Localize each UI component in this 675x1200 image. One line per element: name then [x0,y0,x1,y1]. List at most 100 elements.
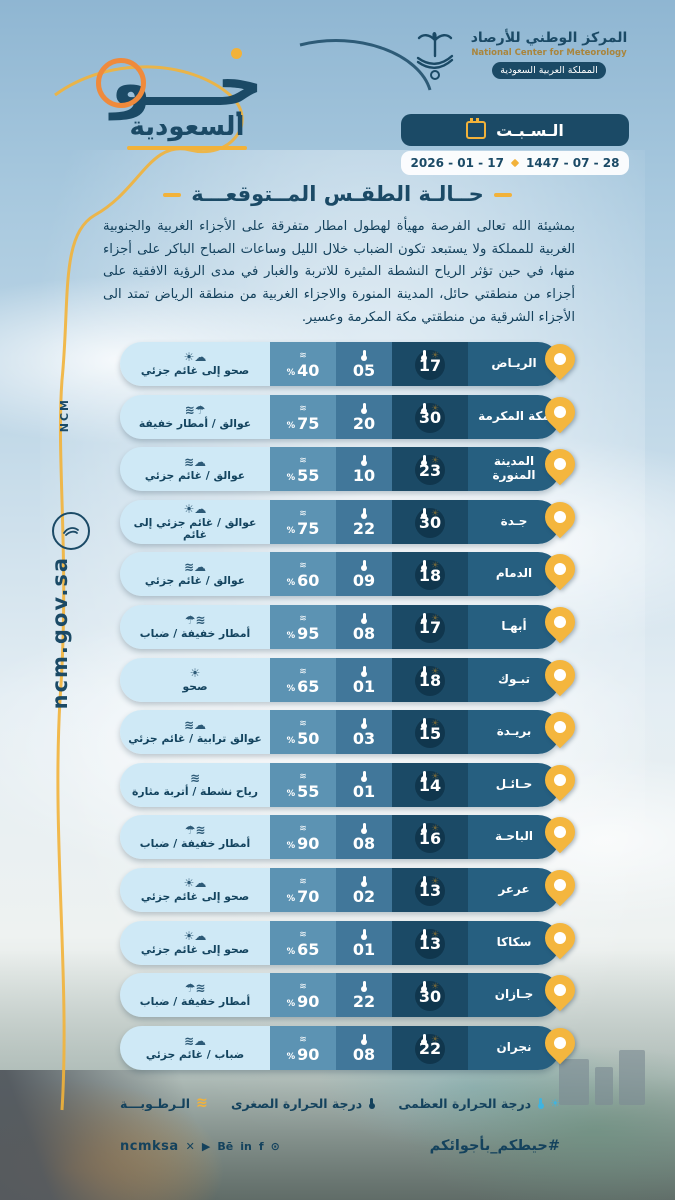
min-temp-cell: 05 [336,342,392,386]
humidity-icon: ≋ [196,1095,208,1111]
weather-condition-icon: ☀ [189,665,201,680]
min-temp-cell: 01 [336,762,392,807]
thermometer-icon [421,665,428,677]
thermometer-icon [361,507,367,519]
social-handle: ncmksa [120,1138,179,1154]
youtube-icon[interactable]: ▶ [201,1139,211,1153]
max-temp-cell: ☀ 13 [392,920,468,965]
website-url-vertical: ncm.gov.sa [48,556,72,710]
humidity-icon: ≋ [299,929,307,940]
condition-cell: ≋☁ ضباب / غائم جزئي [120,1025,270,1070]
humidity-icon: ≋ [299,508,307,519]
min-temp-icon [361,506,368,519]
weather-condition-icon: ☂≋ [184,981,206,996]
percent-sign: % [286,578,296,589]
condition-label: عوالق / أمطار خفيفة [138,416,252,430]
day-label: الـسـبـت [496,120,564,140]
humidity-cell: ≋ 65% [270,657,336,702]
humidity-icon: ≋ [299,666,307,677]
table-row: الريـاض ☀ 17 05 ≋ 40% ☀☁ صحو إلى [120,337,582,386]
percent-sign: % [286,841,296,852]
table-row: عرعر ☀ 13 02 ≋ 70% ☀☁ صحو إلى غا [120,863,582,912]
thermometer-icon [361,402,367,414]
humidity-cell: ≋ 90% [270,973,336,1018]
condition-label: أمطار خفيفة / ضباب [139,627,251,641]
condition-label: أمطار خفيفة / ضباب [139,837,251,851]
humidity-icon: ≋ [299,613,307,624]
min-temp-cell: 08 [336,815,392,860]
thermometer-icon [361,928,367,940]
city-name: الباحـة [468,815,560,860]
humidity-value: 70 [297,886,320,906]
min-temp-value: 02 [352,886,376,906]
humidity-cell: ≋ 70% [270,867,336,912]
min-temp-icon [361,821,368,835]
humidity-cell: ≋ 50% [270,710,336,755]
percent-sign: % [286,1051,296,1062]
condition-cell: ≋☁ عوالق ترابية / غائم جزئي [120,710,270,755]
min-temp-icon [361,401,368,414]
forecast-summary: بمشيئة الله تعالى الفرصة مهيأة لهطول امط… [103,219,575,325]
percent-sign: % [286,525,296,536]
city-name: جـازان [468,973,560,1018]
condition-label: عوالق / غائم جزئي إلى غائم [133,515,257,541]
ncm-emblem-icon [413,30,457,86]
brand-ring-decoration [96,58,146,108]
legend-humidity: ≋ الـرطـوبـــة [120,1095,208,1111]
humidity-icon: ≋ [299,719,307,730]
min-temp-value: 22 [352,992,376,1012]
table-row: بريـدة ☀ 15 03 ≋ 50% ≋☁ عوالق تر [120,705,582,755]
humidity-cell: ≋ 95% [270,604,336,649]
max-temp-cell: ☀ 13 [392,867,468,912]
ncm-abbr-vertical: NCM [58,398,71,433]
thermometer-icon [361,981,367,993]
behance-icon[interactable]: Bē [217,1139,234,1153]
humidity-icon: ≋ [299,771,307,782]
humidity-icon: ≋ [299,456,307,467]
weather-condition-icon: ≋☁ [183,455,207,470]
humidity-icon: ≋ [299,982,307,993]
min-temp-icon [361,716,368,730]
thermometer-icon [421,823,428,835]
percent-sign: % [286,946,296,957]
legend-max-label: درجة الحرارة العظمى [398,1095,532,1111]
max-temp-cell: ☀ 30 [392,973,468,1018]
facebook-icon[interactable]: f [258,1139,264,1153]
min-temp-cell: 20 [336,394,392,439]
max-temp-cell: ☀ 22 [392,1025,468,1070]
background-building [595,1067,613,1105]
condition-label: صحو إلى غائم جزئي [140,364,250,378]
weather-condition-icon: ≋☁ [183,1033,207,1048]
humidity-icon: ≋ [299,1034,307,1045]
weather-condition-icon: ☀☁ [183,501,207,516]
linkedin-icon[interactable]: in [240,1139,252,1153]
max-temp-cell: ☀ 18 [392,552,468,597]
humidity-value: 90 [297,834,320,854]
org-name-arabic: المركز الوطني للأرصاد [470,30,628,46]
min-temp-icon [361,453,368,467]
table-row: الباحـة ☀ 16 08 ≋ 90% ☂≋ أمطار خ [120,811,582,860]
max-temp-cell: ☀ 17 [392,604,468,649]
city-name: تبـوك [468,657,560,702]
condition-label: صحو إلى غائم جزئي [140,890,250,903]
snapchat-icon[interactable]: ⊙ [270,1139,280,1153]
min-temp-value: 05 [352,361,376,380]
x-icon[interactable]: ✕ [185,1139,195,1153]
humidity-icon: ≋ [299,351,307,361]
thermometer-icon [421,981,428,993]
legend-min-label: درجة الحرارة الصغرى [231,1095,363,1111]
thermometer-icon [361,560,367,572]
humidity-icon: ≋ [299,824,307,835]
humidity-icon: ≋ [299,403,307,414]
weather-condition-icon: ≋ [189,770,201,785]
thermometer-icon [421,875,428,887]
max-temp-cell: ☀ 30 [392,499,468,544]
humidity-value: 95 [297,623,320,643]
min-temp-value: 03 [352,729,376,749]
date-block: الـسـبـت 1447 - 07 - 28 2026 - 01 - 17 [401,114,629,175]
social-block: ncmksa ✕ ▶ Bē in f ⊙ [120,1139,280,1154]
humidity-value: 50 [297,729,320,749]
min-temp-value: 08 [352,1044,376,1064]
calendar-icon [466,118,487,139]
background-road [0,1070,300,1200]
